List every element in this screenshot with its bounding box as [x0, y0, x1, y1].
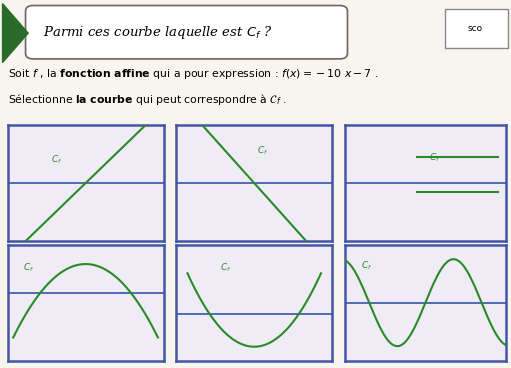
Text: $\mathit{C}_f$: $\mathit{C}_f$: [24, 262, 35, 274]
Text: Sélectionne $\mathbf{la\ courbe}$ qui peut correspondre à $\mathcal{C}_f$ .: Sélectionne $\mathbf{la\ courbe}$ qui pe…: [8, 92, 287, 107]
Text: $\mathit{C}_f$: $\mathit{C}_f$: [51, 154, 63, 166]
Text: $\mathit{C}_f$: $\mathit{C}_f$: [361, 259, 373, 272]
FancyBboxPatch shape: [445, 9, 508, 48]
Text: Parmi ces courbe laquelle est $C_f$ ?: Parmi ces courbe laquelle est $C_f$ ?: [43, 24, 273, 40]
FancyBboxPatch shape: [26, 6, 347, 59]
Text: $\mathit{C}_f$: $\mathit{C}_f$: [429, 151, 440, 164]
Text: sco: sco: [468, 24, 483, 33]
Text: $\mathit{C}_f$: $\mathit{C}_f$: [258, 144, 269, 157]
Text: $\mathit{C}_f$: $\mathit{C}_f$: [220, 262, 231, 274]
Polygon shape: [3, 4, 28, 63]
Text: Soit $f$ , la $\mathbf{fonction\ affine}$ qui a pour expression : $f(x) = -10\ x: Soit $f$ , la $\mathbf{fonction\ affine}…: [8, 67, 378, 81]
